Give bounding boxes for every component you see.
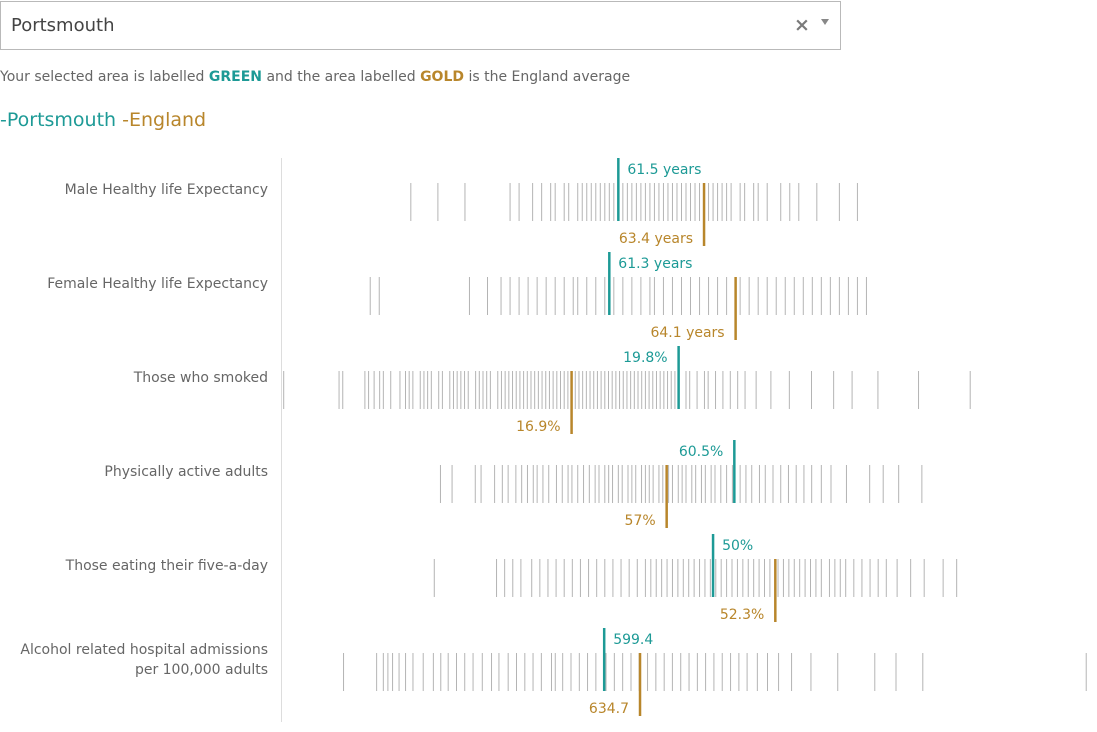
england-value-label: 64.1 years xyxy=(650,325,724,341)
legend-selected-area: -Portsmouth xyxy=(0,109,117,131)
intro-green-word: GREEN xyxy=(208,69,263,85)
intro-text: Your selected area is labelled GREEN and… xyxy=(0,69,630,85)
row-label: Female Healthy life Expectancy xyxy=(47,276,268,292)
england-value-label: 57% xyxy=(625,513,656,529)
area-select[interactable]: Portsmouth × xyxy=(0,1,841,50)
row-label-line: Those eating their five-a-day xyxy=(65,558,268,574)
row-label: Alcohol related hospital admissions per 1… xyxy=(20,642,268,678)
row-label: Male Healthy life Expectancy xyxy=(65,182,268,198)
legend-england: -England xyxy=(116,109,207,131)
chart-legend: -Portsmouth -England xyxy=(0,109,206,131)
selected-value-label: 61.3 years xyxy=(618,256,692,272)
row-label: Physically active adults xyxy=(104,464,268,480)
intro-prefix: Your selected area is labelled xyxy=(0,69,209,85)
row-label: Those eating their five-a-day xyxy=(65,558,268,574)
england-value-label: 16.9% xyxy=(516,419,560,435)
close-icon[interactable]: × xyxy=(794,14,810,36)
selected-value-label: 61.5 years xyxy=(627,162,701,178)
strip-chart: Male Healthy life Expectancy 63.4 years 61… xyxy=(20,158,1087,722)
row-label-line: Physically active adults xyxy=(104,464,268,480)
row-label: Those who smoked xyxy=(133,370,268,386)
row-label-line: Alcohol related hospital admissions xyxy=(20,642,268,658)
selected-value-label: 60.5% xyxy=(679,444,723,460)
selected-value-label: 50% xyxy=(722,538,753,554)
intro-middle: and the area labelled xyxy=(262,69,421,85)
chevron-down-icon[interactable] xyxy=(821,19,829,25)
area-select-value: Portsmouth xyxy=(11,15,115,36)
intro-gold-word: GOLD xyxy=(420,69,464,85)
england-value-label: 52.3% xyxy=(720,607,764,623)
row-label-line: Female Healthy life Expectancy xyxy=(47,276,268,292)
england-value-label: 634.7 xyxy=(589,701,629,717)
row-label-line: Male Healthy life Expectancy xyxy=(65,182,268,198)
selected-value-label: 599.4 xyxy=(613,632,653,648)
row-label-line: Those who smoked xyxy=(133,370,268,386)
england-value-label: 63.4 years xyxy=(619,231,693,247)
row-label-line: per 100,000 adults xyxy=(135,662,268,678)
intro-suffix: is the England average xyxy=(464,69,631,85)
selected-value-label: 19.8% xyxy=(623,350,667,366)
